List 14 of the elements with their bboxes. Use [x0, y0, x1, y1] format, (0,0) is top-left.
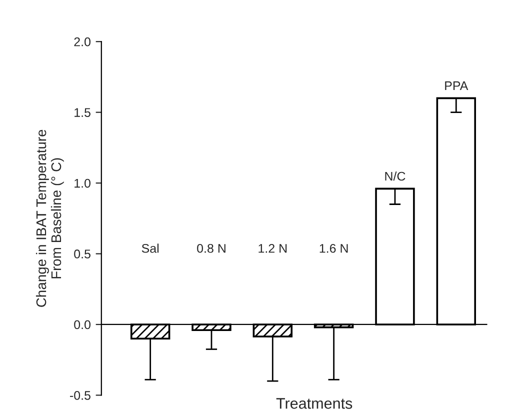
y-tick-label: 1.5	[74, 108, 90, 117]
y-tick-label: 2.0	[74, 37, 90, 46]
y-tick-label: 1.0	[74, 178, 90, 188]
x-tick-label: 0.8 N	[197, 244, 226, 253]
y-tick-label: -0.5	[70, 391, 90, 400]
x-tick-label: PPA	[445, 81, 468, 90]
x-tick-label: 1.2 N	[258, 244, 287, 253]
x-axis-title: Treatments	[276, 398, 352, 409]
x-tick-label: 1.6 N	[320, 244, 348, 253]
x-tick-label: Sal	[142, 244, 159, 253]
y-axis-title: Change in IBAT Temperature From Baseline (° C)	[36, 130, 64, 307]
y-tick-label: 0.0	[74, 320, 90, 330]
y-tick-label: 0.5	[74, 250, 90, 258]
x-tick-label: N/C	[385, 171, 406, 181]
